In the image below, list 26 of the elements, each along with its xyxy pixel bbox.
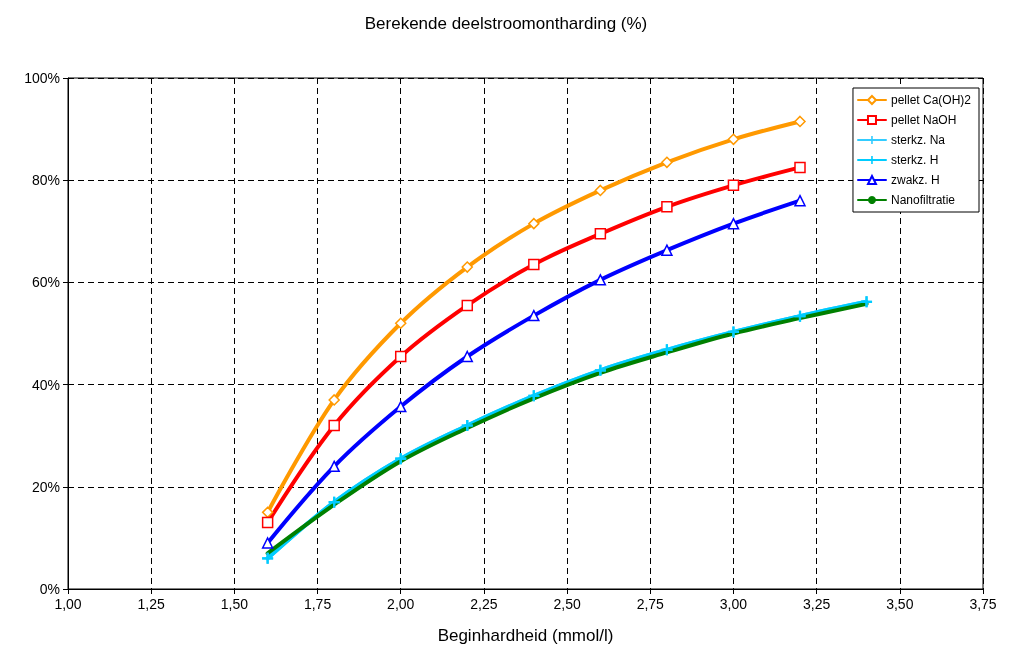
y-tick-label: 20% [31, 478, 60, 495]
x-tick-label: 1,50 [220, 596, 249, 612]
y-tick-label: 40% [31, 376, 60, 393]
x-axis-title: Beginhardheid (mmol/l) [437, 626, 614, 645]
x-tick-label: 3,50 [886, 596, 914, 612]
x-tick-label: 1,00 [54, 596, 82, 612]
y-tick-label: 60% [31, 274, 60, 291]
chart-title: Berekende deelstroomontharding (%) [364, 14, 648, 33]
x-tick-label: 1,75 [303, 596, 332, 612]
x-tick-label: 3,75 [969, 596, 997, 612]
x-tick-label: 3,25 [803, 596, 831, 612]
legend-label: sterkz. Na [890, 133, 946, 147]
legend-label: pellet NaOH [890, 113, 957, 127]
x-tick-label: 2,75 [636, 596, 665, 612]
legend-label: zwakz. H [890, 173, 940, 187]
y-tick-label: 0% [39, 581, 60, 597]
y-tick-label: 80% [31, 172, 60, 189]
y-tick-label: 100% [24, 70, 60, 86]
x-tick-label: 2,50 [553, 596, 581, 612]
x-tick-label: 1,25 [137, 596, 166, 612]
legend-label: Nanofiltratie [890, 193, 956, 207]
x-tick-label: 2,25 [470, 596, 498, 612]
legend-label: sterkz. H [890, 153, 939, 167]
legend-label: pellet Ca(OH)2 [890, 93, 972, 107]
x-tick-label: 2,00 [387, 596, 415, 612]
x-tick-label: 3,00 [719, 596, 748, 612]
